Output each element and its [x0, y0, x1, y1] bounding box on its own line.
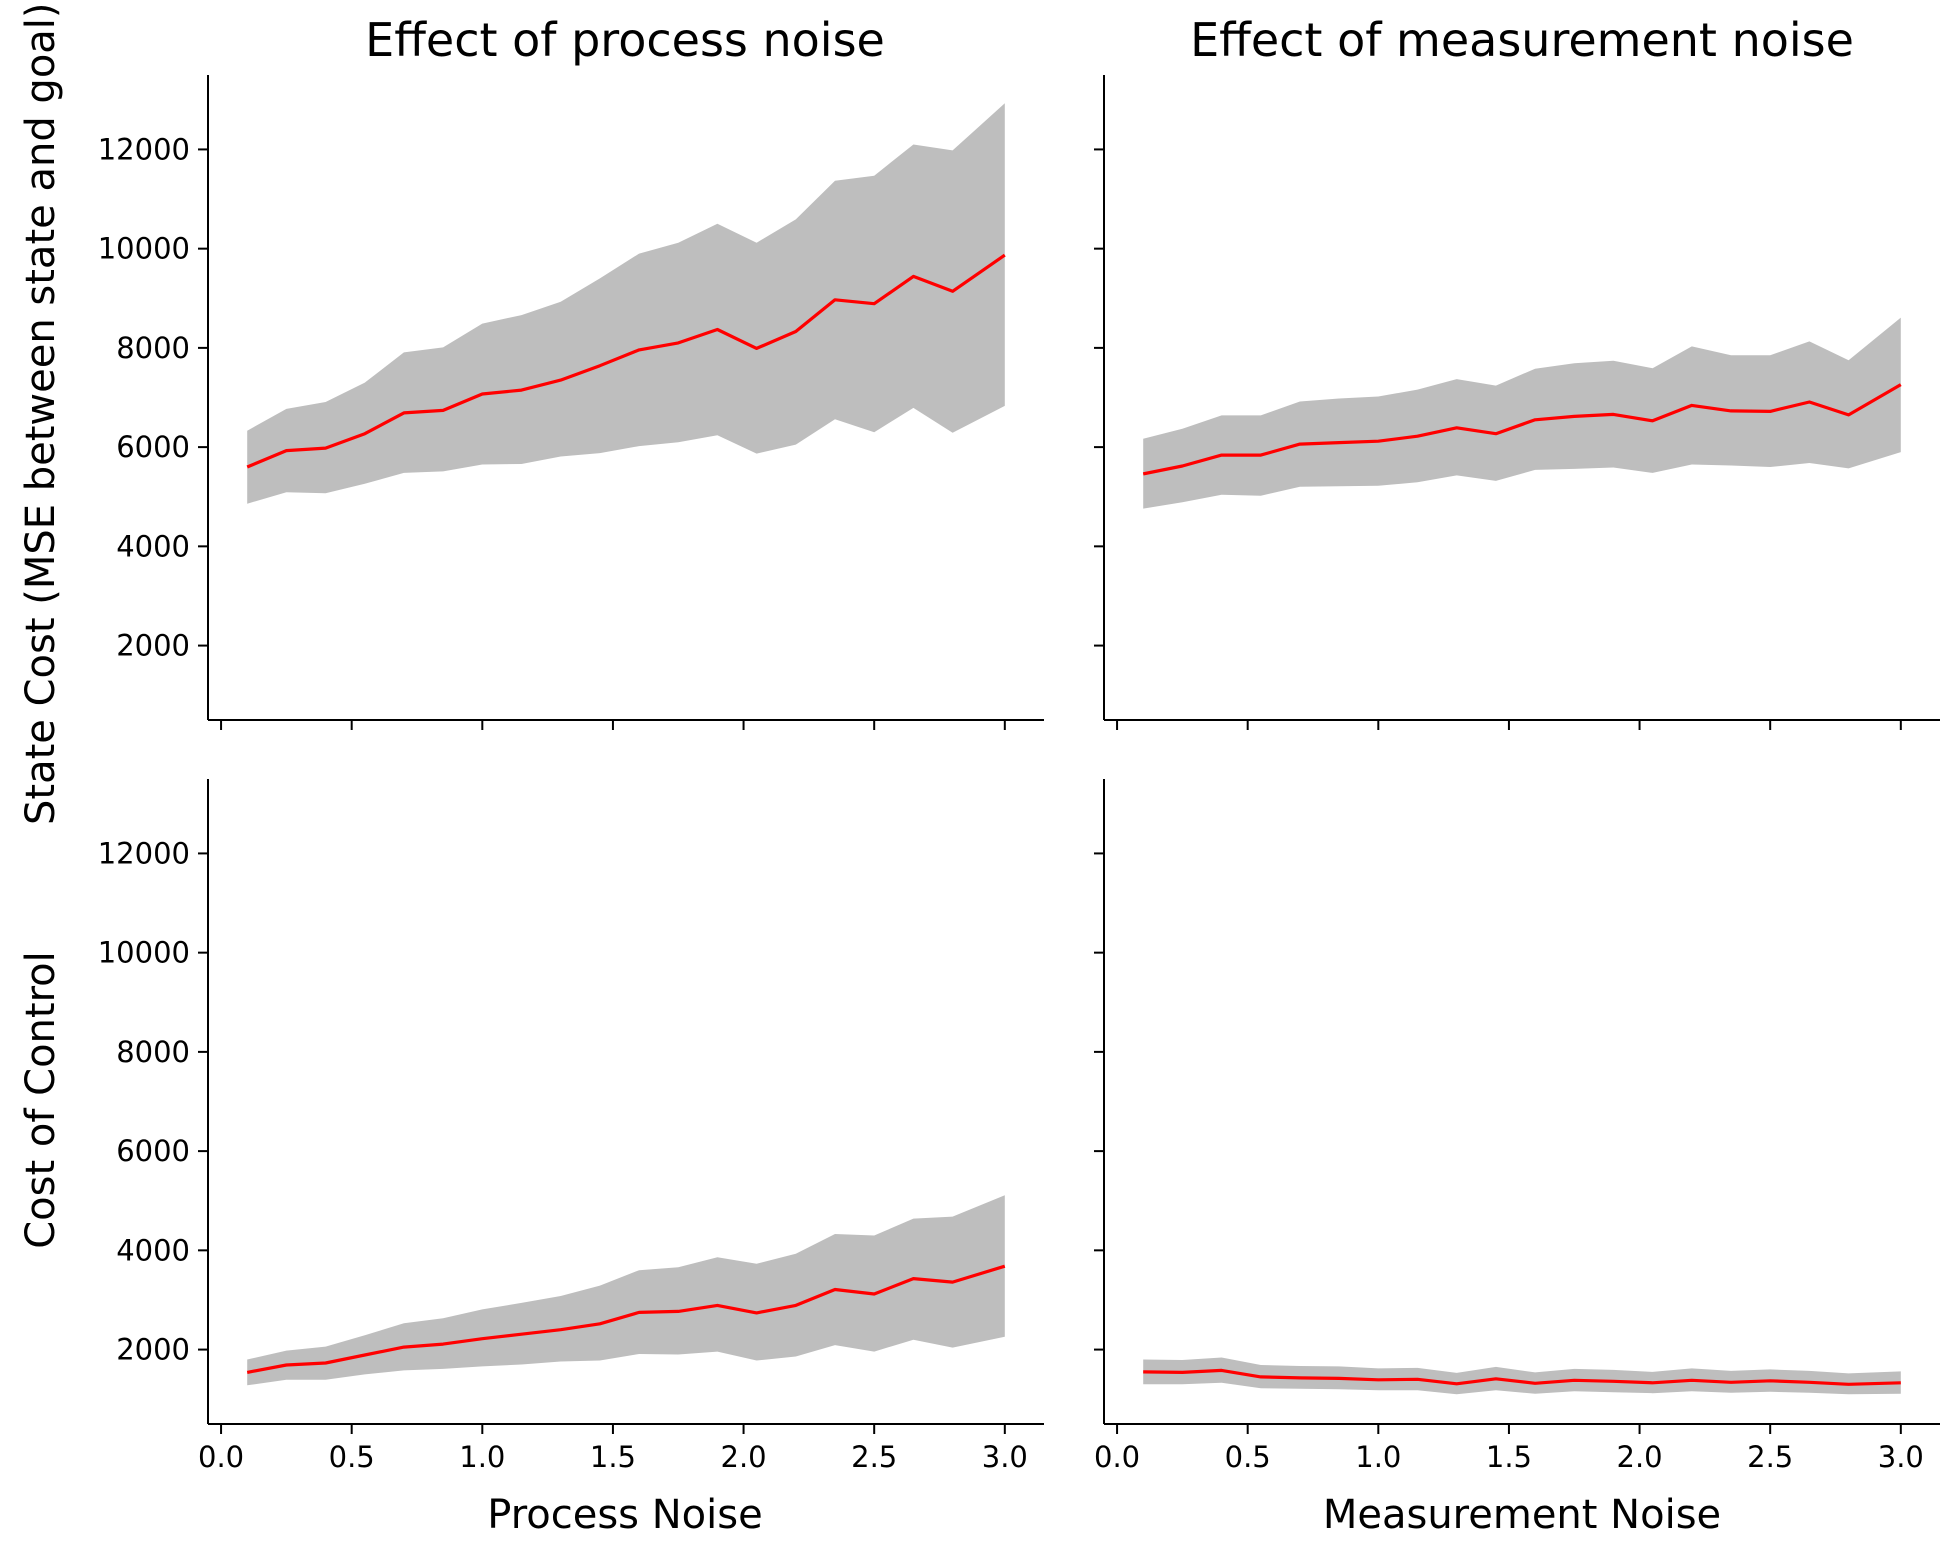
y-tick-label: 6000	[116, 1134, 190, 1168]
panel-process-state: 2000 4000 6000 8000 10000 12000	[98, 75, 1044, 730]
confidence-band	[247, 1195, 1005, 1386]
y-tick-label: 10000	[98, 232, 190, 266]
title-process-noise: Effect of process noise	[365, 13, 885, 67]
x-tick-label: 0.0	[1094, 1440, 1140, 1474]
x-tick-label: 2.0	[1617, 1440, 1663, 1474]
title-measurement-noise: Effect of measurement noise	[1190, 13, 1854, 67]
xlabel-process-noise: Process Noise	[487, 1492, 762, 1538]
confidence-band	[247, 103, 1005, 504]
y-tick-label: 10000	[98, 936, 190, 970]
ylabel-state-cost: State Cost (MSE between state and goal)	[18, 2, 64, 825]
y-tick-label: 2000	[116, 629, 190, 663]
panel-process-control: 0.0 0.5 1.0 1.5 2.0 2.5 3.0 2000 4000 6000 8000 100…	[98, 779, 1044, 1474]
x-tick-label: 2.0	[721, 1440, 767, 1474]
panel-measurement-control: 0.0 0.5 1.0 1.5 2.0 2.5 3.0	[1094, 779, 1940, 1474]
x-tick-label: 1.5	[1486, 1440, 1532, 1474]
x-tick-label: 3.0	[1878, 1440, 1924, 1474]
x-tick-label: 1.0	[1355, 1440, 1401, 1474]
y-tick-label: 8000	[116, 1035, 190, 1069]
xlabel-measurement-noise: Measurement Noise	[1323, 1492, 1721, 1538]
x-tick-label: 1.5	[590, 1440, 636, 1474]
panel-measurement-state	[1094, 75, 1940, 730]
x-tick-label: 0.5	[1225, 1440, 1271, 1474]
confidence-band	[1143, 1357, 1901, 1395]
mean-line	[1142, 383, 1902, 476]
y-tick-label: 12000	[98, 836, 190, 870]
mean-line	[1143, 1368, 1901, 1386]
y-tick-label: 2000	[116, 1333, 190, 1367]
x-tick-label: 0.5	[329, 1440, 375, 1474]
mean-line	[246, 1264, 1006, 1374]
y-tick-label: 6000	[116, 430, 190, 464]
y-tick-label: 4000	[116, 529, 190, 563]
x-tick-label: 0.0	[198, 1440, 244, 1474]
y-tick-label: 8000	[116, 331, 190, 365]
mean-line	[246, 253, 1006, 469]
y-tick-label: 12000	[98, 132, 190, 166]
x-tick-label: 3.0	[982, 1440, 1028, 1474]
x-tick-label: 1.0	[459, 1440, 505, 1474]
x-tick-label: 2.5	[851, 1440, 897, 1474]
x-tick-label: 2.5	[1747, 1440, 1793, 1474]
y-tick-label: 4000	[116, 1233, 190, 1267]
confidence-band	[1143, 317, 1901, 509]
ylabel-cost-of-control: Cost of Control	[18, 951, 64, 1249]
